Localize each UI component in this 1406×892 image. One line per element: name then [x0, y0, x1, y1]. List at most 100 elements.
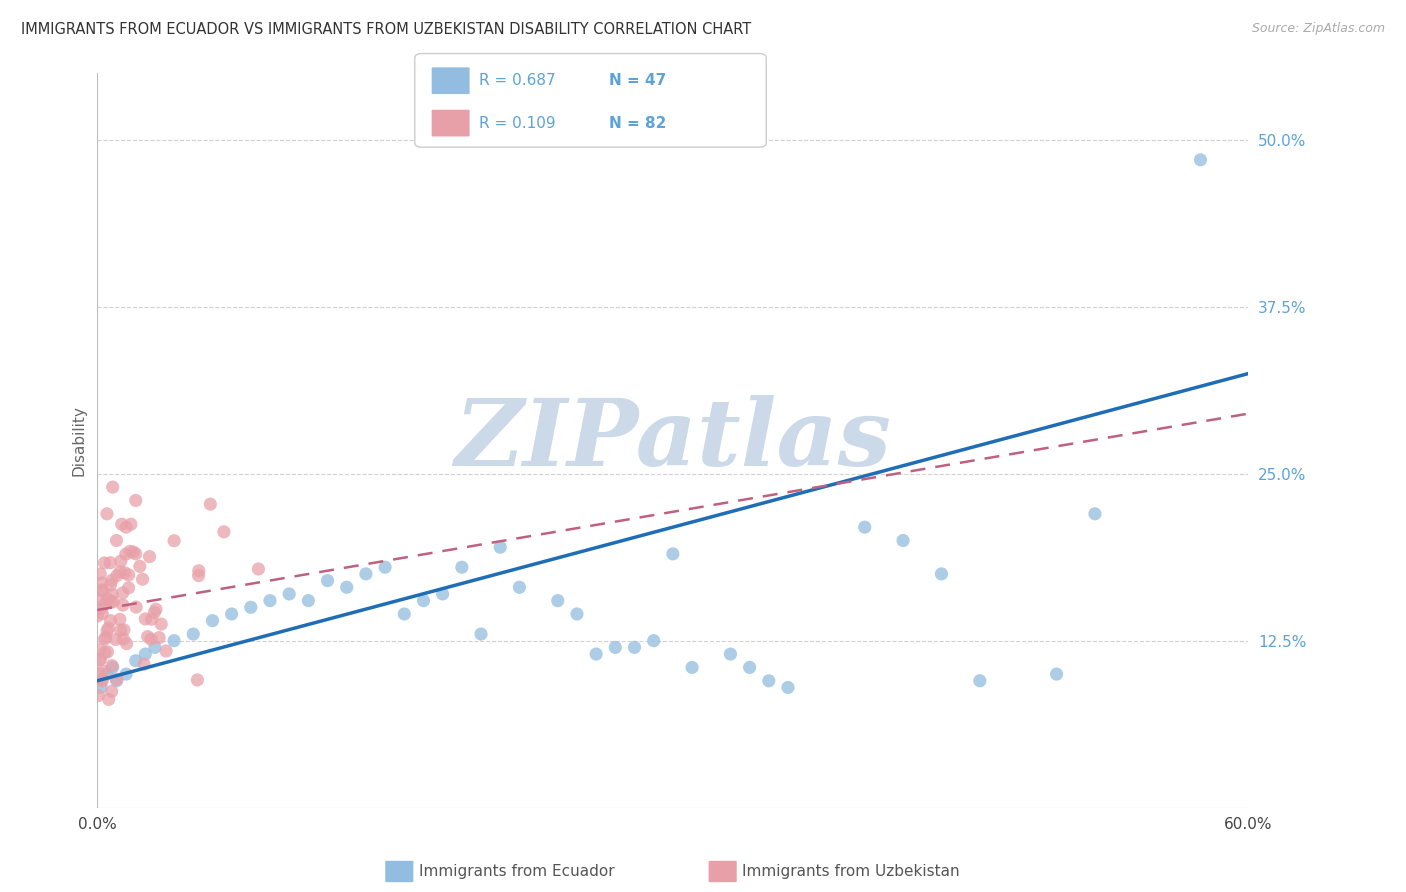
Point — [97, 692, 120, 706]
Point — [200, 497, 222, 511]
Point — [931, 566, 953, 581]
Point — [91, 582, 114, 597]
Point — [103, 595, 125, 609]
Point — [259, 593, 281, 607]
Point — [565, 607, 588, 621]
Point — [394, 607, 416, 621]
Point — [1045, 667, 1067, 681]
Point — [450, 560, 472, 574]
Point — [125, 600, 148, 615]
Point — [221, 607, 243, 621]
Point — [97, 621, 120, 635]
Point — [89, 642, 111, 657]
Point — [336, 580, 359, 594]
Point — [89, 653, 111, 667]
Point — [94, 646, 117, 660]
Point — [114, 547, 136, 561]
Point — [125, 654, 148, 668]
Point — [489, 540, 512, 554]
Point — [90, 601, 112, 615]
Point — [134, 647, 156, 661]
Point — [125, 493, 148, 508]
Point — [94, 631, 117, 645]
Point — [105, 533, 128, 548]
Point — [89, 567, 111, 582]
Point — [115, 667, 138, 681]
Point — [100, 578, 122, 592]
Point — [112, 623, 135, 637]
Point — [96, 507, 118, 521]
Point — [547, 593, 569, 607]
Point — [105, 568, 128, 582]
Point — [111, 598, 134, 612]
Point — [90, 681, 112, 695]
Point — [139, 632, 162, 647]
Point — [117, 581, 139, 595]
Point — [354, 566, 377, 581]
Point — [212, 524, 235, 539]
Point — [100, 594, 122, 608]
Point — [97, 592, 120, 607]
Point — [101, 587, 124, 601]
Point — [91, 607, 114, 621]
Point — [101, 574, 124, 588]
Point — [181, 627, 204, 641]
Point — [1084, 507, 1107, 521]
Point — [187, 568, 209, 582]
Point — [138, 549, 160, 564]
Point — [145, 602, 167, 616]
Point — [89, 666, 111, 681]
Point — [108, 565, 131, 579]
Point — [96, 667, 118, 681]
Point — [470, 627, 492, 641]
Point — [134, 612, 156, 626]
Point — [86, 609, 108, 624]
Point — [155, 644, 177, 658]
Point — [143, 640, 166, 655]
Point — [122, 545, 145, 559]
Point — [101, 480, 124, 494]
Point — [143, 606, 166, 620]
Point — [125, 547, 148, 561]
Point — [111, 586, 134, 600]
Point — [141, 612, 163, 626]
Point — [115, 520, 138, 534]
Point — [120, 517, 142, 532]
Point — [91, 673, 114, 688]
Point — [891, 533, 914, 548]
Point — [93, 556, 115, 570]
Point — [163, 533, 186, 548]
Point — [738, 660, 761, 674]
Point — [112, 632, 135, 646]
Point — [105, 673, 128, 688]
Point — [239, 600, 262, 615]
Text: Immigrants from Ecuador: Immigrants from Ecuador — [419, 864, 614, 879]
Point — [150, 617, 173, 632]
Point — [100, 684, 122, 698]
Point — [247, 562, 270, 576]
Point — [623, 640, 645, 655]
Point — [131, 572, 153, 586]
Point — [93, 598, 115, 612]
Point — [96, 624, 118, 638]
Point — [98, 556, 121, 570]
Point — [101, 660, 124, 674]
Text: Immigrants from Uzbekistan: Immigrants from Uzbekistan — [742, 864, 960, 879]
Text: Source: ZipAtlas.com: Source: ZipAtlas.com — [1251, 22, 1385, 36]
Text: ZIPatlas: ZIPatlas — [454, 395, 891, 485]
Point — [585, 647, 607, 661]
Point — [1189, 153, 1212, 167]
Point — [91, 584, 114, 599]
Point — [148, 631, 170, 645]
Point — [412, 593, 434, 607]
Text: R = 0.109: R = 0.109 — [479, 116, 555, 130]
Point — [201, 614, 224, 628]
Point — [278, 587, 301, 601]
Text: N = 82: N = 82 — [609, 116, 666, 130]
Point — [432, 587, 454, 601]
Point — [297, 593, 319, 607]
Point — [681, 660, 703, 674]
Point — [643, 633, 665, 648]
Point — [163, 633, 186, 648]
Point — [87, 689, 110, 703]
